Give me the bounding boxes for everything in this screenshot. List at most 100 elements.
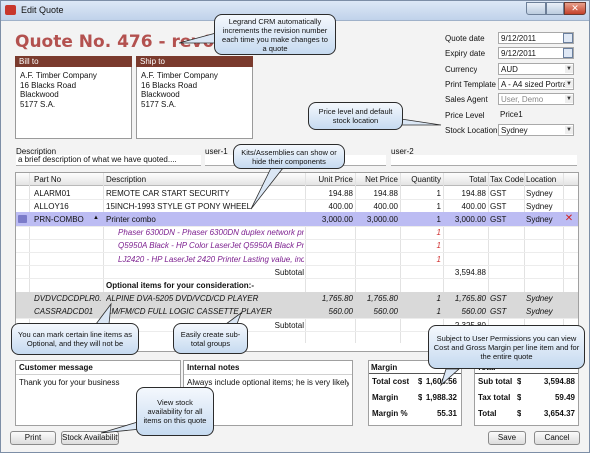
address-box (136, 56, 253, 139)
notes-text: Thank you for your business (19, 378, 120, 387)
user2-input[interactable] (391, 155, 577, 166)
print-button[interactable]: Print (10, 431, 56, 445)
summary-currency: $ (418, 377, 423, 386)
table-header (16, 173, 578, 186)
summary-currency: $ (517, 377, 522, 386)
dropdown-arrow: ▼ (565, 64, 573, 73)
field-value[interactable]: 9/12/2011 (498, 47, 574, 60)
field-value[interactable]: 9/12/2011 (498, 32, 574, 44)
delete-row-button[interactable]: ✕ (564, 213, 574, 225)
cell-part: ALLOY16 (34, 201, 69, 211)
summary-label: Total cost (372, 377, 410, 386)
cell-unit-price: 1,765.80 (321, 294, 353, 304)
cell-location: Sydney (526, 201, 553, 211)
address-line: A.F. Timber Company (20, 71, 97, 80)
subtotal-total: 3,594.88 (454, 267, 486, 277)
column-header: Net Price (365, 175, 398, 184)
row-icon (18, 215, 27, 224)
column-divider (103, 173, 104, 343)
subtotal-label: Subtotal (274, 267, 304, 277)
column-header: Quantity (411, 175, 441, 184)
column-header: Part No (34, 175, 62, 184)
summary-value: 3,654.37 (543, 409, 575, 418)
cell-tax-code: GST (490, 307, 507, 317)
maximize-button[interactable] (546, 2, 564, 15)
dropdown-arrow: ▼ (565, 79, 573, 88)
cancel-button[interactable]: Cancel (534, 431, 580, 445)
cell-unit-price: 560.00 (328, 307, 353, 317)
description-label: Description (16, 147, 57, 156)
user2-label: user-2 (391, 147, 414, 156)
callout: You can mark certain line items as Optio… (11, 323, 139, 355)
cell-description: AM/FM/CD FULL LOGIC CASSETTE PLAYER (106, 307, 272, 317)
address-line: 16 Blacks Road (20, 80, 77, 90)
component-quantity: 1 (436, 241, 441, 251)
cell-total: 3,000.00 (454, 214, 486, 224)
component-quantity: 1 (436, 228, 441, 238)
notes-text: Always include optional items; he is ver… (187, 378, 349, 387)
callout: Legrand CRM automatically increments the… (214, 14, 336, 55)
field-value[interactable]: AUD (498, 62, 574, 75)
field-label: Expiry date (445, 49, 486, 59)
field-label: Quote date (445, 34, 485, 43)
address-line: 5177 S.A. (141, 99, 177, 109)
summary-label: Sub total (478, 377, 513, 386)
cell-unit-price: 3,000.00 (321, 214, 353, 224)
cell-location: Sydney (526, 188, 553, 198)
description-input[interactable]: a brief description of what we have quot… (16, 155, 201, 166)
summary-divider (369, 373, 461, 374)
cell-location: Sydney (526, 307, 553, 317)
cell-part: PRN-COMBO (34, 214, 84, 224)
callout: View stock availability for all items on… (136, 387, 214, 436)
expand-toggle: ▲ (93, 215, 99, 222)
component-description: LJ2420 - HP LaserJet 2420 Printer Lastin… (118, 254, 304, 264)
cell-tax-code: GST (490, 201, 507, 211)
summary-value: 1,606.56 (425, 377, 457, 386)
address-line: Blackwood (141, 90, 180, 99)
column-divider (29, 173, 30, 343)
close-button[interactable]: ✕ (564, 2, 586, 15)
save-button[interactable]: Save (488, 431, 526, 445)
stock-availability-button[interactable]: Stock Availability (61, 431, 119, 445)
address-line: A.F. Timber Company (141, 71, 218, 80)
column-divider (355, 173, 356, 343)
notes-label: Customer message (19, 363, 93, 372)
field-value[interactable]: User, Demo (498, 93, 574, 106)
cell-net-price: 560.00 (373, 307, 398, 317)
address-line: 16 Blacks Road (141, 80, 198, 90)
summary-currency: $ (517, 409, 522, 418)
summary-currency: $ (418, 393, 423, 402)
summary-divider (475, 373, 578, 374)
cell-part: DVDVCDCDPLR0. (34, 294, 102, 304)
field-value: Price1 (500, 109, 523, 119)
summary-label: Total (478, 409, 497, 418)
column-divider (400, 173, 401, 343)
minimize-button[interactable] (526, 2, 546, 15)
callout: Subject to User Permissions you can view… (428, 325, 585, 369)
summary-panel (474, 360, 579, 426)
address-line: Blackwood (20, 90, 59, 99)
field-label: Sales Agent (445, 95, 488, 105)
row-background (16, 212, 578, 226)
quote-number: Quote No. 476 - rev03 (15, 32, 227, 52)
cell-total: 400.00 (461, 201, 486, 211)
cell-total: 194.88 (461, 188, 486, 198)
cell-part: ALARM01 (34, 188, 71, 198)
cell-net-price: 400.00 (373, 201, 398, 211)
cell-tax-code: GST (490, 294, 507, 304)
field-value[interactable]: Sydney (498, 123, 574, 136)
address-line: 5177 S.A. (20, 99, 56, 109)
cell-quantity: 1 (436, 201, 441, 211)
app-icon (5, 5, 16, 15)
pointer (400, 118, 442, 126)
field-value[interactable]: A - A4 sized Portrait (498, 77, 574, 90)
row-divider (16, 318, 578, 319)
summary-value: 59.49 (554, 393, 575, 402)
column-divider (524, 173, 525, 343)
cell-location: Sydney (526, 294, 553, 304)
cell-net-price: 194.88 (373, 188, 398, 198)
row-background (16, 304, 578, 318)
user1-label: user-1 (205, 147, 228, 156)
field-label: Stock Location (445, 125, 498, 135)
